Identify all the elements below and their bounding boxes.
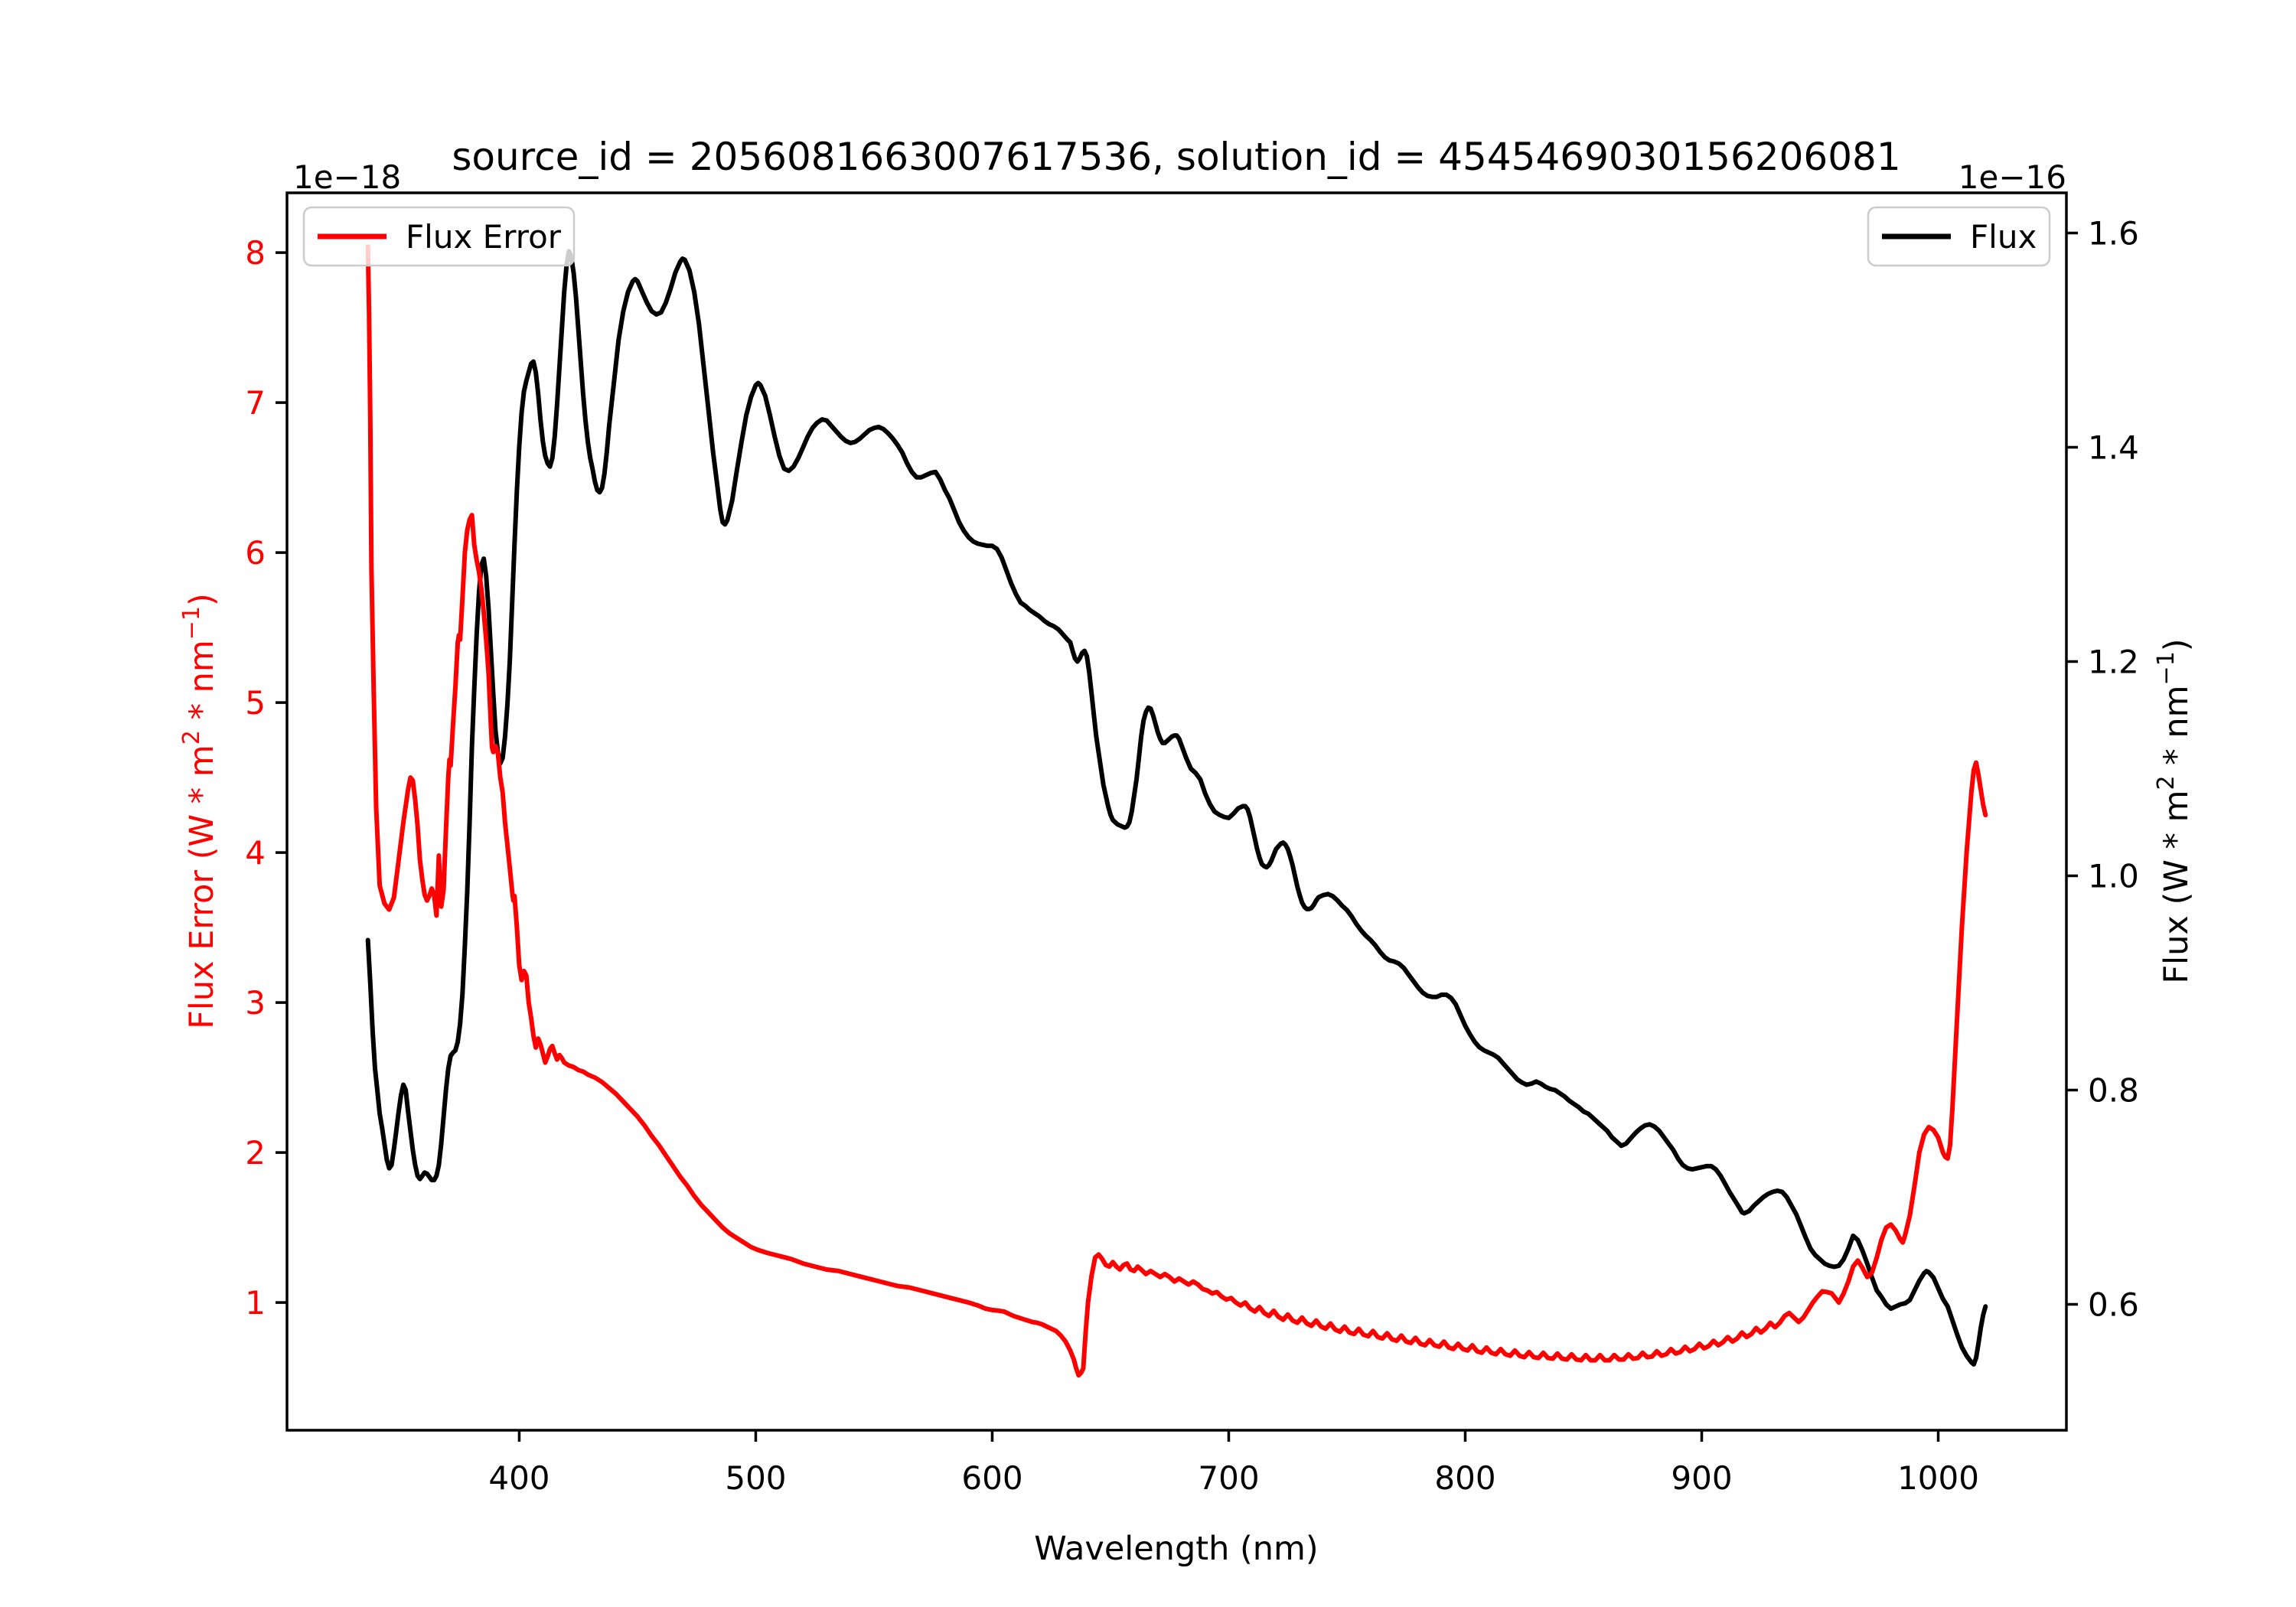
left-tick-label: 3: [245, 984, 266, 1022]
right-tick-label: 0.8: [2088, 1072, 2139, 1110]
left-offset-label: 1e−18: [293, 158, 401, 196]
x-tick-label: 1000: [1897, 1459, 1979, 1497]
x-tick-label: 900: [1671, 1459, 1732, 1497]
legend-flux-error-label: Flux Error: [406, 218, 562, 256]
right-y-axis-label: Flux (W * m2 * nm−1): [2153, 638, 2196, 983]
right-axis-ticks: 0.6 0.8 1.0 1.2 1.4 1.6: [2066, 215, 2139, 1324]
plot-title: source_id = 2056081663007617536, solutio…: [452, 135, 1900, 179]
left-tick-label: 8: [245, 234, 266, 272]
left-tick-label: 2: [245, 1134, 266, 1172]
left-y-axis-label: Flux Error (W * m2 * nm−1): [178, 593, 221, 1029]
right-tick-label: 0.6: [2088, 1286, 2139, 1324]
right-tick-label: 1.2: [2088, 644, 2139, 681]
legend-flux: Flux: [1867, 206, 2051, 267]
right-offset-label: 1e−16: [1958, 158, 2066, 196]
legend-flux-box: [1867, 206, 2051, 267]
left-tick-label: 1: [245, 1284, 266, 1322]
flux-curve: [365, 249, 1988, 1367]
right-tick-label: 1.0: [2088, 858, 2139, 895]
legend-flux-label: Flux: [1970, 218, 2037, 256]
right-tick-label: 1.4: [2088, 429, 2139, 467]
left-tick-label: 7: [245, 384, 266, 422]
flux-error-curve: [365, 244, 1988, 1378]
x-tick-label: 700: [1198, 1459, 1259, 1497]
right-tick-label: 1.6: [2088, 215, 2139, 253]
left-tick-label: 5: [245, 684, 266, 722]
legend-flux-error-box: [302, 206, 576, 267]
x-axis-label: Wavelength (nm): [1034, 1530, 1318, 1568]
left-axis-ticks: 1 2 3 4 5 6 7 8: [245, 234, 287, 1322]
plot-border: [285, 191, 2068, 1432]
x-tick-label: 600: [961, 1459, 1022, 1497]
x-tick-label: 500: [725, 1459, 786, 1497]
x-tick-label: 400: [488, 1459, 550, 1497]
x-tick-label: 800: [1434, 1459, 1495, 1497]
x-axis-ticks: 400 500 600 700 800 900 1000: [488, 1430, 1979, 1497]
legend-flux-error: Flux Error: [302, 206, 576, 267]
left-tick-label: 6: [245, 534, 266, 572]
left-tick-label: 4: [245, 834, 266, 872]
